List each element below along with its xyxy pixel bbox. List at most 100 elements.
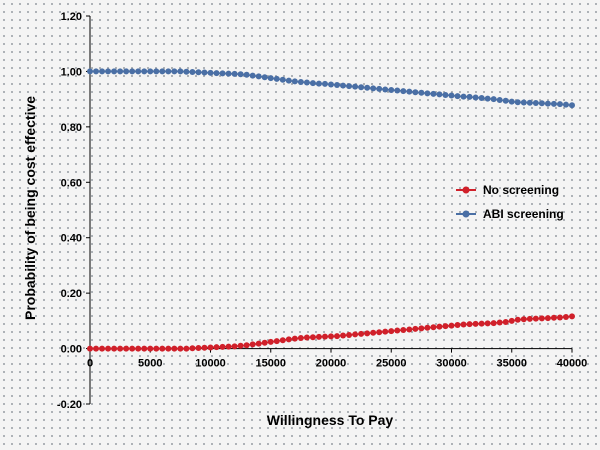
data-point [159, 68, 166, 75]
data-point [526, 315, 533, 322]
data-point [177, 68, 184, 75]
data-point [273, 338, 280, 345]
x-tick-label: 25000 [376, 358, 407, 370]
data-point [279, 337, 286, 344]
x-tick-label: 15000 [255, 358, 286, 370]
data-point [406, 326, 413, 333]
data-point [243, 342, 250, 349]
data-point [141, 345, 148, 352]
data-point [388, 328, 395, 335]
data-point [412, 325, 419, 332]
data-point [267, 75, 274, 82]
data-point [165, 68, 172, 75]
data-point [484, 320, 491, 327]
data-point [538, 100, 545, 107]
data-point [315, 333, 322, 340]
y-tick-label: 0.60 [61, 177, 82, 189]
legend-swatch-marker [462, 186, 470, 194]
data-point [490, 320, 497, 327]
data-point [496, 96, 503, 103]
data-point [502, 318, 509, 325]
y-tick-label: 0.80 [61, 122, 82, 134]
data-point [502, 97, 509, 104]
data-point [183, 68, 190, 75]
data-point [243, 71, 250, 78]
data-point [376, 85, 383, 92]
data-point [460, 93, 467, 100]
data-point [225, 70, 232, 77]
data-point [382, 86, 389, 93]
data-point [569, 313, 575, 320]
data-point [219, 343, 226, 350]
data-point [153, 68, 160, 75]
x-tick-label: 0 [87, 358, 93, 370]
data-point [430, 90, 437, 97]
data-point [297, 335, 304, 342]
data-point [550, 314, 557, 321]
data-point [334, 333, 341, 340]
data-point [538, 315, 545, 322]
data-point [303, 334, 310, 341]
y-tick-label: 0.00 [61, 344, 82, 356]
data-point [189, 68, 196, 75]
y-tick-label: 0.20 [61, 288, 82, 300]
data-point [117, 345, 124, 352]
data-point [231, 343, 238, 350]
data-point [340, 332, 347, 339]
y-axis-title: Probability of being cost effective [22, 96, 38, 320]
data-point [466, 321, 473, 328]
data-point [237, 342, 244, 349]
data-point [478, 320, 485, 327]
data-point [448, 92, 455, 99]
data-point [328, 333, 334, 340]
data-point [249, 341, 256, 348]
data-point [129, 345, 136, 352]
data-point [424, 324, 431, 331]
data-point [171, 68, 178, 75]
data-point [544, 100, 551, 107]
data-point [358, 84, 365, 91]
data-point [562, 101, 569, 108]
series-layer [87, 68, 575, 352]
data-point [87, 345, 93, 352]
x-tick-label: 35000 [496, 358, 527, 370]
data-point [532, 100, 539, 107]
data-point [315, 80, 322, 87]
data-point [460, 321, 467, 328]
data-point [418, 89, 425, 96]
data-point [400, 327, 407, 334]
data-point [111, 68, 118, 75]
data-point [123, 68, 130, 75]
y-tick-label: 0.40 [61, 233, 82, 245]
data-point [225, 343, 232, 350]
data-point [436, 323, 443, 330]
legend-item: ABI screening [456, 207, 564, 221]
data-point [556, 101, 563, 108]
data-point [321, 80, 328, 87]
data-point [99, 345, 106, 352]
data-point [207, 344, 214, 351]
data-point [412, 89, 419, 96]
data-point [93, 345, 100, 352]
data-point [430, 324, 437, 331]
data-point [346, 331, 353, 338]
data-point [382, 328, 389, 335]
data-point [454, 93, 461, 100]
data-point [297, 78, 304, 85]
legend-label: ABI screening [483, 207, 564, 221]
data-point [346, 83, 353, 90]
data-point [93, 68, 100, 75]
data-point [526, 99, 533, 106]
data-point [400, 88, 407, 95]
data-point [117, 68, 124, 75]
data-point [309, 80, 316, 87]
data-point [105, 345, 112, 352]
data-point [135, 345, 142, 352]
data-point [478, 95, 485, 102]
data-point [255, 340, 262, 347]
data-point [147, 345, 154, 352]
legend-label: No screening [483, 183, 559, 197]
data-point [291, 78, 298, 85]
data-point [370, 329, 377, 336]
